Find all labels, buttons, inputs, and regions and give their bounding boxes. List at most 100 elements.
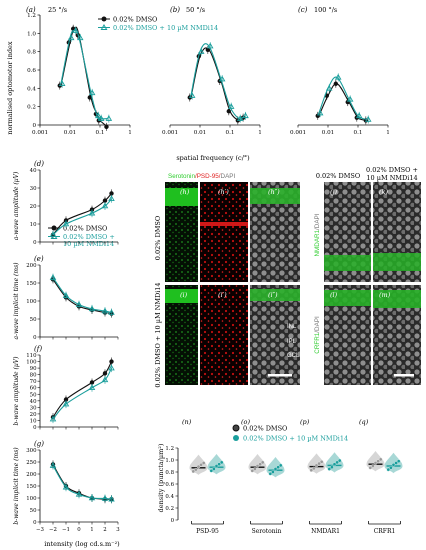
optomotor-panels: normalised optomotor index spatial frequ… xyxy=(6,6,390,162)
erg-plot-area: 0 50 100 150 200 a-wave implicit time (ms) xyxy=(13,262,119,341)
x-tick-label: 1 xyxy=(90,527,93,533)
treat-dot xyxy=(337,458,342,463)
treat-point xyxy=(49,462,57,468)
image-i-green-band xyxy=(165,289,198,303)
y-tick-label: 150 xyxy=(26,281,37,287)
treat-point xyxy=(197,48,205,54)
treat-point xyxy=(49,231,57,238)
layer-gcl: GCL xyxy=(287,353,300,359)
micrograph-row-2: 0.02% DMSO + 10 µM NMDi14 (i) (i′) (i″) … xyxy=(154,282,300,388)
y-tick-label: 90 xyxy=(30,366,37,372)
ctrl-point xyxy=(109,359,114,364)
panel-letter-c: (c) xyxy=(298,6,308,14)
legend-ctrl-text: 0.02% DMSO xyxy=(113,16,157,24)
treat-point xyxy=(62,483,70,490)
right-head-treat-1: 0.02% DMSO + xyxy=(366,166,418,174)
x-tick-label: 0.001 xyxy=(162,130,178,136)
violin-panel-letter: (n) xyxy=(182,418,192,426)
ctrl-point xyxy=(89,380,95,385)
group-label: CRFR1 xyxy=(374,528,396,535)
stain-crfr1: CRFR1 xyxy=(314,332,321,353)
treat-dot xyxy=(212,467,216,471)
y-tick-label: 0.8 xyxy=(27,50,36,56)
image-k-band xyxy=(373,253,421,271)
treat-dot xyxy=(330,465,334,469)
erg-y-label: b-wave amplitude (µV) xyxy=(13,356,20,426)
y-tick-label: 100 xyxy=(26,360,37,366)
panel-c: (c) 100 °/s 0.001 0.01 0.1 1 xyxy=(290,6,390,136)
treat-point xyxy=(88,89,96,96)
y-tick-label: 0.2 xyxy=(165,506,174,512)
legend-top: 0.02% DMSO 0.02% DMSO + 10 µM NMDi14 xyxy=(98,16,218,32)
image-l-band xyxy=(324,290,371,306)
ctrl-point xyxy=(104,124,109,130)
treat-dot xyxy=(268,472,273,476)
panel-a: (a) 25 °/s 0.02% DMSO 0.02% DMSO + 10 µM… xyxy=(26,6,218,136)
treat-point xyxy=(108,195,115,202)
treat-point xyxy=(108,364,115,371)
y-tick-label: 0 xyxy=(33,335,37,341)
x-tick-label: 0.1 xyxy=(354,130,363,136)
ctrl-dot xyxy=(309,468,314,472)
y-tick-label: 0 xyxy=(33,240,37,246)
ctrl-dot xyxy=(319,460,324,464)
image-m-band xyxy=(373,290,421,308)
panel-speed-c: 100 °/s xyxy=(314,6,337,14)
treat-dot xyxy=(217,462,221,466)
scale-bar xyxy=(268,374,292,377)
violin-legend: 0.02% DMSO 0.02% DMSO + 10 µM NMDi14 xyxy=(232,424,348,443)
treat-point xyxy=(316,109,324,116)
treat-point xyxy=(58,80,66,86)
y-tick-label: 0.4 xyxy=(165,494,174,500)
treat-dot xyxy=(391,463,396,467)
treat-point xyxy=(355,112,363,119)
treat-point xyxy=(76,34,84,41)
erg-plot-area: 0 50 100 150 200 250 300 −3 −2 −1 0 1 2 3 b-wave impli… xyxy=(13,447,120,533)
ctrl-dot xyxy=(199,463,203,467)
y-tick-label: 150 xyxy=(26,484,37,490)
stain-psd95: /PSD-95/ xyxy=(195,173,221,180)
y-tick-label: 0.6 xyxy=(27,68,36,74)
y-tick-label: 30 xyxy=(30,405,37,411)
label-i-dblprime: (i″) xyxy=(268,291,278,299)
stain-nmdar1: NMDAR1 xyxy=(314,229,321,256)
treat-dot xyxy=(389,466,393,470)
ctrl-dot xyxy=(312,466,316,471)
ctrl-dot xyxy=(255,464,260,468)
panel-g: (g) 0 50 100 150 200 250 300 −3 −2 −1 0 1 2 3 b-wave i… xyxy=(13,440,120,533)
row1-label: 0.02% DMSO xyxy=(154,216,162,260)
y-tick-label: 0 xyxy=(33,425,37,431)
treat-dot xyxy=(214,464,219,468)
right-head-ctrl: 0.02% DMSO xyxy=(316,172,360,180)
treat-point xyxy=(206,42,214,49)
panel-letter-g: (g) xyxy=(34,440,44,448)
treat-point xyxy=(62,292,70,298)
ctrl-dot xyxy=(314,463,319,468)
stain-dapi-2: /DAPI xyxy=(314,213,321,230)
image-i-dblprime-band xyxy=(250,289,300,301)
treat-dot xyxy=(335,460,339,465)
group-label: PSD-95 xyxy=(196,528,219,535)
label-h-dblprime: (h″) xyxy=(268,188,280,196)
ctrl-dot xyxy=(253,467,257,471)
row2-label: 0.02% DMSO + 10 µM NMDi14 xyxy=(154,282,162,387)
x-tick-label: 0.01 xyxy=(64,130,76,136)
panel-b: (b) 50 °/s 0.001 0.01 0.1 1 xyxy=(162,6,262,136)
stain-serotonin: Serotonin xyxy=(168,173,195,180)
treat-point xyxy=(188,92,196,98)
ctrl-point xyxy=(205,47,211,53)
treat-point xyxy=(49,274,57,280)
treat-dot xyxy=(386,467,391,472)
y-tick-label: 0.6 xyxy=(165,482,174,488)
treat-dot xyxy=(219,460,224,465)
treat-point xyxy=(101,307,109,314)
y-tick-label: 1.2 xyxy=(165,446,174,452)
y-tick-label: 300 xyxy=(26,448,37,454)
y-tick-label: 50 xyxy=(30,317,37,323)
y-tick-label: 1.2 xyxy=(27,13,36,19)
image-h-prime-band xyxy=(200,222,248,226)
treat-point xyxy=(75,490,83,497)
ctrl-dot xyxy=(191,469,196,474)
treat-point xyxy=(218,75,226,82)
